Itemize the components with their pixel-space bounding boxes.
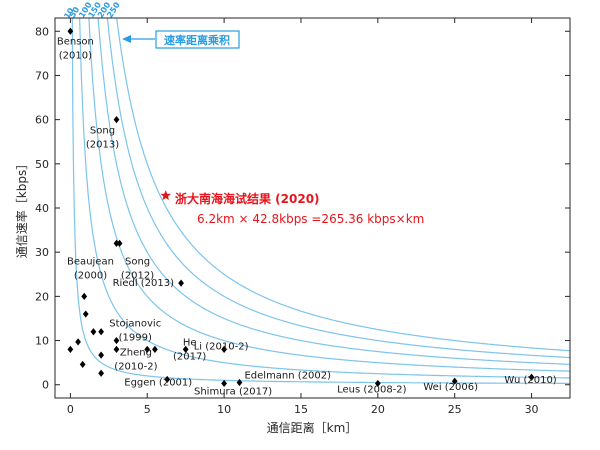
markers-layer (67, 27, 535, 388)
point-label: He (2017) (173, 337, 206, 362)
y-tick-label: 10 (35, 335, 49, 348)
x-tick-label: 15 (294, 403, 308, 416)
y-tick-label: 40 (35, 202, 49, 215)
x-tick-label: 0 (67, 403, 74, 416)
data-point (113, 345, 120, 353)
curve-250 (116, 18, 570, 352)
legend-box (155, 30, 240, 49)
y-tick-label: 60 (35, 114, 49, 127)
data-point (451, 377, 458, 385)
x-tick-label: 30 (525, 403, 539, 416)
curve-100 (88, 18, 570, 372)
data-point (116, 239, 123, 247)
y-tick-label: 80 (35, 25, 49, 38)
data-point (144, 345, 151, 353)
x-axis-ticks: 0 5 10 15 20 25 30 (67, 18, 539, 416)
legend-text: 速率距离乘积 (164, 33, 230, 47)
data-point (113, 239, 120, 247)
y-tick-label: 70 (35, 69, 49, 82)
data-point (528, 373, 535, 381)
point-label: Zheng (2010-2) (114, 347, 157, 372)
data-point (82, 310, 89, 318)
point-label: Wei (2006) (423, 382, 478, 393)
curve-10 (71, 18, 570, 384)
curve-legend: 速率距离乘积 (122, 30, 240, 49)
x-tick-label: 20 (371, 403, 385, 416)
curve-150 (97, 18, 570, 365)
data-point (75, 338, 81, 346)
point-label: Song (2013) (86, 126, 119, 151)
point-label: Leus (2008-2) (337, 384, 407, 395)
data-point (113, 336, 120, 345)
data-point (221, 379, 227, 388)
point-label: Wu (2010) (504, 375, 556, 386)
point-label: Edelmann (2002) (244, 371, 331, 382)
y-axis-title: 通信速率［kbps］ (14, 158, 29, 258)
point-label: Stojanovic (1999) (109, 318, 161, 343)
highlight-layer: 浙大南海海试结果 (2020) 6.2km × 42.8kbps =265.36… (160, 190, 424, 226)
data-point (221, 345, 227, 353)
legend-arrow-head (122, 35, 131, 43)
data-point (98, 328, 104, 336)
y-tick-label: 20 (35, 290, 49, 303)
point-labels-layer: Benson (2010) Song (2013) Beaujean (2000) Song… (57, 36, 557, 397)
data-point (164, 375, 171, 384)
curve-50 (79, 18, 570, 379)
x-axis-title: 通信距离［km］ (267, 420, 358, 435)
y-tick-label: 30 (35, 246, 49, 259)
data-point (79, 360, 86, 369)
point-label: Eggen (2001) (124, 377, 192, 388)
highlight-star-marker (160, 190, 171, 201)
point-label: Shimura (2017) (194, 386, 272, 397)
point-label: Li (2010-2) (194, 341, 249, 352)
data-point (182, 345, 189, 353)
point-label: Benson (2010) (57, 36, 94, 61)
y-axis-ticks: 0 10 20 30 40 50 60 70 80 (35, 25, 570, 392)
data-point (67, 345, 74, 353)
y-tick-label: 0 (42, 379, 49, 392)
data-point (98, 351, 104, 359)
highlight-title: 浙大南海海试结果 (2020) (175, 191, 320, 206)
x-tick-label: 10 (217, 403, 231, 416)
point-label: Riedl (2013) (113, 278, 175, 289)
data-point (374, 379, 381, 388)
data-point (113, 116, 120, 124)
plot-area (55, 18, 570, 398)
point-label: Song (2012) (121, 256, 154, 281)
data-point (67, 27, 74, 35)
data-point (152, 345, 158, 353)
highlight-note: 6.2km × 42.8kbps =265.36 kbps×km (197, 212, 424, 226)
x-tick-label: 5 (144, 403, 151, 416)
curves-layer (71, 18, 570, 384)
data-point (98, 369, 104, 377)
y-tick-label: 50 (35, 158, 49, 171)
point-label: Beaujean (2000) (67, 256, 114, 281)
data-point (236, 378, 243, 387)
curve-200 (106, 18, 570, 359)
data-point (81, 292, 88, 300)
data-point (90, 328, 97, 336)
data-point (178, 279, 184, 287)
x-tick-label: 25 (448, 403, 462, 416)
